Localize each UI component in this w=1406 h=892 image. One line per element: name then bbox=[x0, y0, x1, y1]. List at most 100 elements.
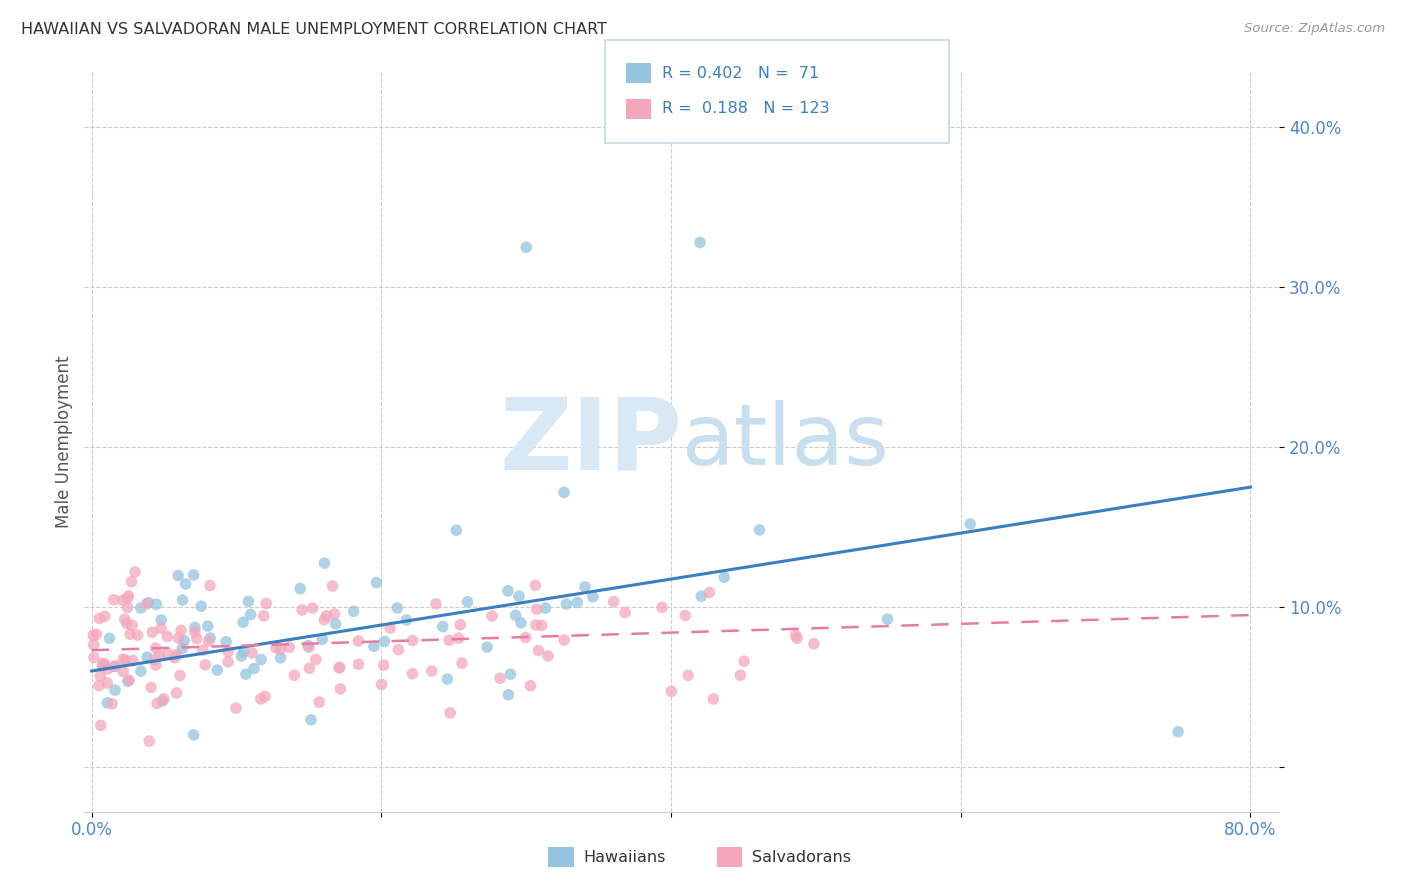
Point bbox=[194, 657, 217, 672]
Point bbox=[534, 601, 557, 615]
Point bbox=[283, 668, 305, 682]
Point bbox=[425, 597, 447, 611]
Point bbox=[447, 631, 470, 645]
Point bbox=[325, 616, 347, 631]
Point bbox=[114, 612, 136, 626]
Point bbox=[481, 609, 503, 624]
Point bbox=[150, 694, 173, 708]
Point bbox=[120, 627, 142, 641]
Point bbox=[457, 595, 479, 609]
Point bbox=[129, 664, 152, 678]
Point bbox=[730, 668, 752, 682]
Point bbox=[290, 582, 312, 596]
Point bbox=[103, 592, 125, 607]
Point bbox=[249, 692, 271, 706]
Point bbox=[269, 642, 291, 657]
Point bbox=[733, 654, 755, 668]
Point bbox=[315, 608, 337, 623]
Point bbox=[291, 603, 314, 617]
Text: Source: ZipAtlas.com: Source: ZipAtlas.com bbox=[1244, 22, 1385, 36]
Point bbox=[526, 602, 548, 616]
Point bbox=[238, 594, 260, 608]
Point bbox=[567, 595, 589, 609]
Point bbox=[527, 643, 550, 657]
Point bbox=[401, 633, 423, 648]
Point bbox=[89, 669, 111, 683]
Point bbox=[117, 674, 139, 689]
Point bbox=[322, 579, 344, 593]
Point bbox=[111, 593, 134, 607]
Point bbox=[118, 673, 141, 688]
Point bbox=[94, 658, 117, 673]
Point bbox=[96, 676, 118, 690]
Point bbox=[659, 684, 682, 698]
Point bbox=[114, 653, 136, 667]
Point bbox=[173, 633, 195, 648]
Point bbox=[143, 653, 166, 667]
Point bbox=[505, 608, 527, 623]
Point bbox=[673, 608, 696, 623]
Point bbox=[127, 628, 149, 642]
Point bbox=[524, 578, 547, 592]
Point bbox=[299, 713, 322, 727]
Point bbox=[298, 640, 321, 655]
Point bbox=[150, 621, 173, 635]
Point bbox=[183, 728, 205, 742]
Point bbox=[197, 619, 219, 633]
Point bbox=[253, 608, 276, 623]
Point bbox=[298, 661, 321, 675]
Point bbox=[83, 650, 105, 665]
Point bbox=[169, 668, 191, 682]
Point bbox=[297, 639, 319, 653]
Point bbox=[690, 589, 713, 603]
Point bbox=[370, 677, 392, 691]
Point bbox=[86, 627, 108, 641]
Point bbox=[239, 607, 262, 622]
Point bbox=[170, 624, 193, 638]
Point bbox=[328, 661, 350, 675]
Point bbox=[437, 633, 460, 648]
Point bbox=[101, 697, 124, 711]
Point bbox=[373, 658, 395, 673]
Point bbox=[305, 652, 328, 666]
Point bbox=[165, 648, 187, 662]
Text: Salvadorans: Salvadorans bbox=[752, 850, 851, 864]
Point bbox=[314, 556, 336, 570]
Point bbox=[150, 613, 173, 627]
Point bbox=[167, 568, 190, 582]
Point bbox=[129, 601, 152, 615]
Point bbox=[555, 597, 578, 611]
Point bbox=[117, 589, 139, 603]
Point bbox=[314, 613, 336, 627]
Point bbox=[138, 596, 160, 610]
Point bbox=[432, 620, 454, 634]
Point bbox=[748, 523, 770, 537]
Point bbox=[231, 648, 253, 663]
Point bbox=[215, 635, 238, 649]
Point bbox=[689, 235, 711, 250]
Point bbox=[184, 625, 207, 640]
Point bbox=[395, 613, 418, 627]
Point bbox=[91, 658, 114, 673]
Point bbox=[614, 606, 637, 620]
Point bbox=[401, 666, 423, 681]
Point bbox=[184, 620, 207, 634]
Text: ZIP: ZIP bbox=[499, 393, 682, 490]
Point bbox=[553, 485, 575, 500]
Point bbox=[446, 523, 468, 537]
Point bbox=[329, 660, 352, 674]
Point bbox=[253, 690, 276, 704]
Point bbox=[524, 618, 547, 632]
Point bbox=[104, 659, 127, 673]
Point bbox=[117, 591, 139, 606]
Point bbox=[301, 601, 323, 615]
Point bbox=[146, 697, 169, 711]
Point bbox=[96, 696, 118, 710]
Point bbox=[270, 651, 292, 665]
Point bbox=[876, 612, 898, 626]
Point bbox=[363, 640, 385, 654]
Point bbox=[515, 240, 537, 254]
Y-axis label: Male Unemployment: Male Unemployment bbox=[55, 355, 73, 528]
Point bbox=[278, 640, 301, 655]
Point bbox=[508, 589, 530, 603]
